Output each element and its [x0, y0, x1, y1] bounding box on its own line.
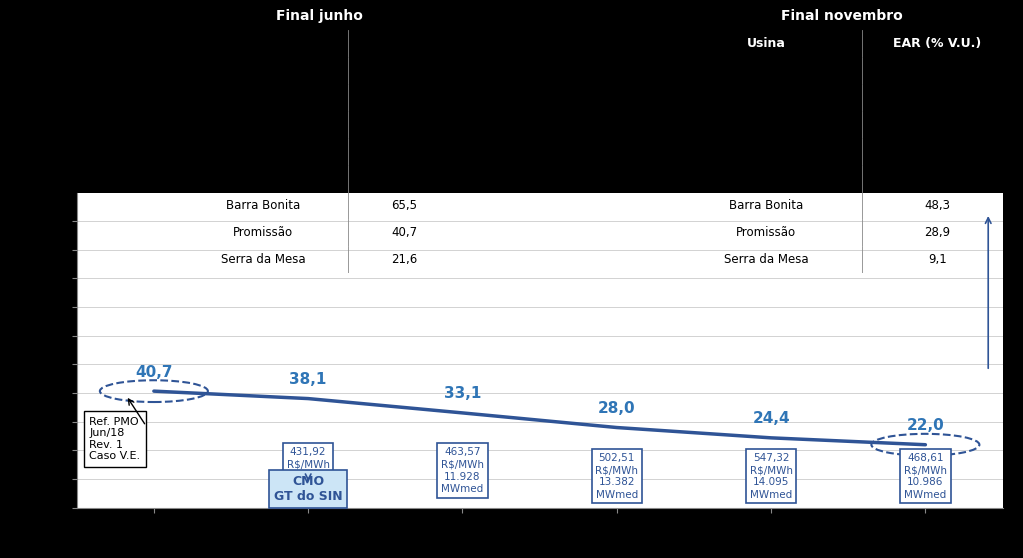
Text: 63,3: 63,3 — [391, 145, 417, 158]
Text: 33,1: 33,1 — [444, 387, 481, 401]
Text: Ilha Solteira: Ilha Solteira — [730, 172, 801, 185]
Text: Emborcação: Emborcação — [227, 118, 300, 131]
Text: EAR (% V.U.): EAR (% V.U.) — [360, 37, 448, 50]
Text: 48,3: 48,3 — [925, 199, 950, 212]
Text: 28,0: 28,0 — [598, 401, 635, 416]
Text: 30,0: 30,0 — [925, 145, 950, 158]
Text: Promissão: Promissão — [233, 227, 294, 239]
Text: 6,0: 6,0 — [928, 118, 946, 131]
Text: Ilha Solteira: Ilha Solteira — [228, 172, 299, 185]
Text: 463,57
R$/MWh
11.928
MWmed: 463,57 R$/MWh 11.928 MWmed — [441, 447, 484, 494]
Text: 502,51
R$/MWh
13.382
MWmed: 502,51 R$/MWh 13.382 MWmed — [595, 453, 638, 500]
Text: 38,1: 38,1 — [290, 372, 327, 387]
Text: 40,7: 40,7 — [391, 227, 417, 239]
Text: Final junho: Final junho — [276, 8, 363, 23]
Text: 21,6: 21,6 — [391, 253, 417, 266]
Text: CMO
GT do SIN: CMO GT do SIN — [274, 475, 343, 503]
Text: 77,4: 77,4 — [391, 172, 417, 185]
Text: 65,5: 65,5 — [391, 199, 417, 212]
Text: Usina: Usina — [243, 37, 283, 50]
Text: 22,4: 22,4 — [391, 91, 417, 104]
Text: 7,1: 7,1 — [928, 91, 946, 104]
Text: Furnas: Furnas — [243, 64, 283, 77]
Text: Emborcação: Emborcação — [729, 118, 802, 131]
Text: 28,9: 28,9 — [925, 227, 950, 239]
Text: Serra da Mesa: Serra da Mesa — [221, 253, 306, 266]
Text: 9,1: 9,1 — [928, 253, 946, 266]
Text: Serra da Mesa: Serra da Mesa — [723, 253, 808, 266]
Text: 22,0: 22,0 — [906, 418, 944, 433]
Text: Itumbiara: Itumbiara — [738, 145, 795, 158]
Text: 547,32
R$/MWh
14.095
MWmed: 547,32 R$/MWh 14.095 MWmed — [750, 453, 793, 500]
Text: Promissão: Promissão — [736, 227, 796, 239]
Text: 431,92
R$/MWh
11.728
MWmed: 431,92 R$/MWh 11.728 MWmed — [286, 447, 329, 494]
Text: Itumbiara: Itumbiara — [234, 145, 293, 158]
Text: 24,4: 24,4 — [752, 411, 790, 426]
Text: Usina: Usina — [747, 37, 786, 50]
Text: Ref. PMO
Jun/18
Rev. 1
Caso V.E.: Ref. PMO Jun/18 Rev. 1 Caso V.E. — [89, 417, 140, 461]
Text: 23,4: 23,4 — [391, 118, 417, 131]
Text: EAR (% V.U.): EAR (% V.U.) — [893, 37, 981, 50]
Text: 34,3: 34,3 — [391, 64, 417, 77]
Text: Final novembro: Final novembro — [781, 8, 902, 23]
Text: Nova Ponte: Nova Ponte — [230, 91, 297, 104]
Text: Furnas: Furnas — [747, 64, 786, 77]
Text: 45,7: 45,7 — [925, 172, 950, 185]
Text: 468,61
R$/MWh
10.986
MWmed: 468,61 R$/MWh 10.986 MWmed — [904, 453, 947, 500]
Text: Nova Ponte: Nova Ponte — [732, 91, 800, 104]
Text: Barra Bonita: Barra Bonita — [729, 199, 803, 212]
Text: Barra Bonita: Barra Bonita — [226, 199, 301, 212]
Text: 10,9: 10,9 — [925, 64, 950, 77]
Text: 40,7: 40,7 — [135, 365, 173, 379]
Y-axis label: EAR [% EARmáx]: EAR [% EARmáx] — [25, 296, 38, 404]
